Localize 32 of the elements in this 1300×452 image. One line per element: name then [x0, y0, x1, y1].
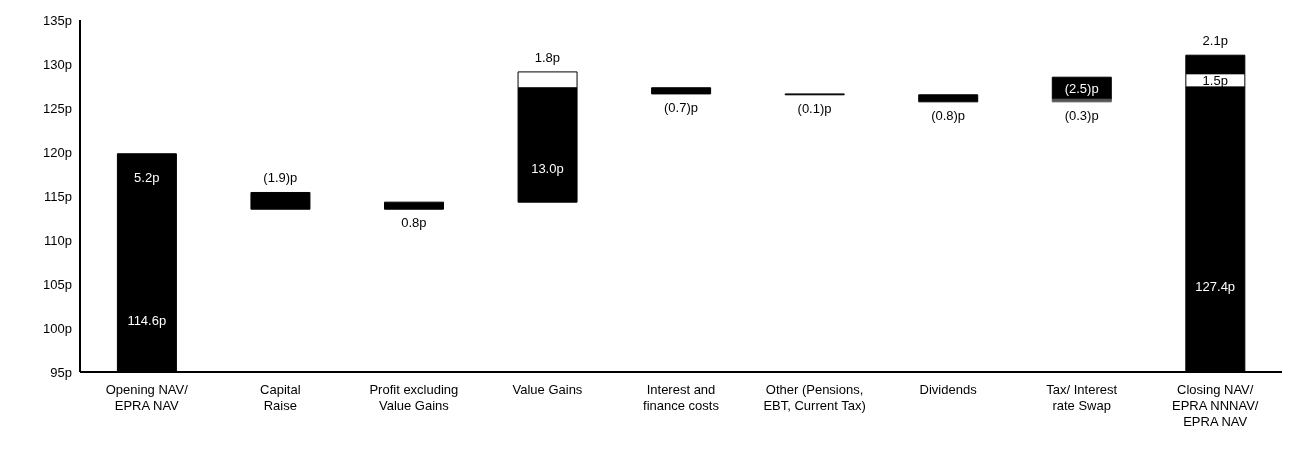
- data-label: 0.8p: [401, 215, 427, 231]
- y-tick-label: 120p: [43, 144, 72, 160]
- x-tick-label: Opening NAV/ EPRA NAV: [105, 382, 189, 413]
- data-label: (0.8)p: [931, 107, 966, 123]
- data-label: (2.5)p: [1064, 81, 1099, 97]
- x-tick-label: Other (Pensions, EBT, Current Tax): [763, 382, 866, 413]
- y-tick-label: 125p: [43, 100, 72, 116]
- data-label: 127.4p: [1195, 279, 1236, 295]
- data-label: 5.2p: [134, 169, 160, 185]
- y-tick-label: 110p: [44, 232, 72, 248]
- data-label: 1.8p: [534, 49, 561, 65]
- y-tick-label: 135p: [43, 12, 72, 28]
- y-tick-label: 95p: [50, 364, 72, 380]
- data-label: (0.1)p: [797, 100, 832, 116]
- y-tick-label: 130p: [43, 56, 72, 72]
- data-label: (0.7)p: [664, 99, 698, 115]
- y-tick-label: 105p: [43, 276, 72, 292]
- y-tick-label: 115p: [44, 188, 72, 204]
- x-tick-label: Profit excluding Value Gains: [369, 382, 459, 413]
- x-tick-label: Value Gains: [512, 382, 583, 397]
- y-tick-label: 100p: [43, 320, 72, 336]
- data-label: 114.6p: [127, 313, 167, 329]
- data-label: 1.5p: [1202, 73, 1228, 89]
- x-tick-label: Capital Raise: [260, 382, 301, 413]
- x-tick-label: Closing NAV/ EPRA NNNAV/ EPRA NAV: [1172, 382, 1259, 429]
- data-label: 13.0p: [531, 160, 564, 176]
- x-tick-label: Tax/ Interest rate Swap: [1046, 382, 1118, 413]
- data-label: (1.9)p: [263, 170, 298, 186]
- x-tick-label: Dividends: [919, 382, 978, 397]
- data-label: (0.3)p: [1064, 107, 1099, 123]
- data-label: 2.1p: [1202, 33, 1228, 49]
- x-tick-label: Interest and finance costs: [643, 382, 720, 413]
